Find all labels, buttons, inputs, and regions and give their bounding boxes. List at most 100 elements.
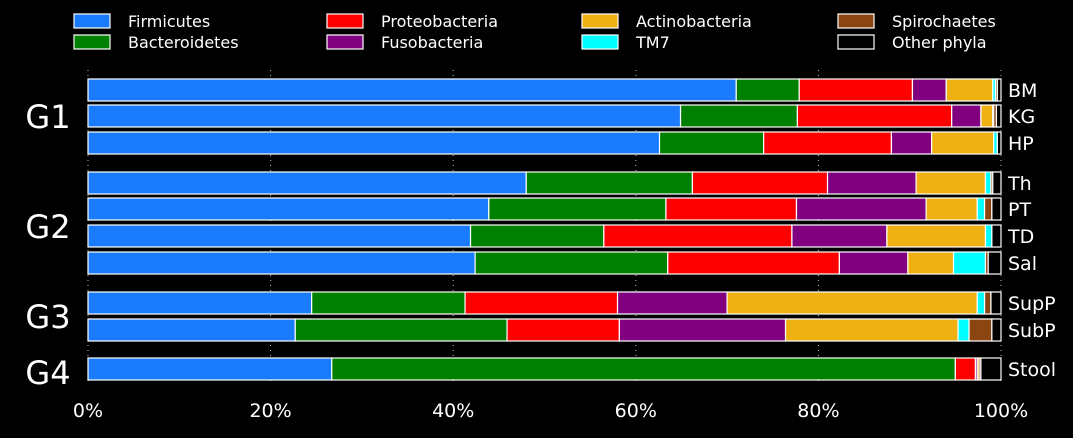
bar-segment-supp-fusobacteria — [616, 291, 728, 315]
bar-segment-supp-actinobacteria — [726, 291, 978, 315]
bar-segment-pt-firmicutes — [87, 197, 490, 221]
legend-item-fusobacteria: Fusobacteria — [326, 33, 483, 52]
legend-label: Bacteroidetes — [128, 33, 239, 52]
row-label-supp: SupP — [1008, 293, 1056, 315]
legend-swatch — [326, 34, 364, 50]
x-tick-label: 80% — [797, 400, 839, 422]
bar-segment-supp-proteobacteria — [464, 291, 619, 315]
legend-item-firmicutes: Firmicutes — [73, 12, 210, 31]
bar-segment-hp-fusobacteria — [890, 131, 933, 155]
legend-item-bacteroidetes: Bacteroidetes — [73, 33, 239, 52]
bar-segment-sal-tm7 — [952, 251, 987, 275]
legend-item-tm7: TM7 — [581, 33, 670, 52]
legend-item-spirochaetes: Spirochaetes — [837, 12, 996, 31]
legend-swatch — [73, 34, 111, 50]
legend-item-other-phyla: Other phyla — [837, 33, 987, 52]
bar-segment-subp-fusobacteria — [618, 318, 787, 342]
bar-segment-td-proteobacteria — [603, 224, 793, 248]
bar-segment-subp-firmicutes — [87, 318, 296, 342]
bar-segment-supp-bacteroidetes — [311, 291, 466, 315]
bar-segment-td-tm7 — [984, 224, 993, 248]
legend-label: Spirochaetes — [892, 12, 996, 31]
bar-segment-subp-bacteroidetes — [294, 318, 508, 342]
bar-segment-sal-firmicutes — [87, 251, 476, 275]
legend-label: Fusobacteria — [381, 33, 483, 52]
bar-segment-th-bacteroidetes — [525, 171, 694, 195]
x-tick-label: 0% — [73, 400, 103, 422]
bar-segment-sal-proteobacteria — [667, 251, 840, 275]
bar-segment-stool-proteobacteria — [954, 357, 977, 381]
bar-segment-kg-actinobacteria — [980, 104, 994, 128]
bar-segment-th-proteobacteria — [691, 171, 829, 195]
bar-segment-bm-fusobacteria — [911, 78, 947, 102]
legend-label: Actinobacteria — [636, 12, 752, 31]
legend-swatch — [837, 34, 875, 50]
bar-segment-td-fusobacteria — [791, 224, 888, 248]
legend-swatch — [326, 13, 364, 29]
x-tick-label: 40% — [432, 400, 474, 422]
bar-segment-supp-spirochaetes — [983, 291, 992, 315]
bar-segment-hp-proteobacteria — [763, 131, 893, 155]
bar-segment-pt-other-phyla — [991, 197, 1002, 221]
bar-segment-pt-tm7 — [976, 197, 986, 221]
bar-segment-bm-firmicutes — [87, 78, 737, 102]
bar-segment-th-fusobacteria — [826, 171, 917, 195]
row-labels: BM KG HP Th PT TD Sal SupP SubP Stool — [1007, 80, 1056, 381]
bar-segment-stool-firmicutes — [87, 357, 333, 381]
row-label-stool: Stool — [1008, 359, 1056, 381]
bars — [87, 78, 1002, 381]
bar-segment-subp-spirochaetes — [968, 318, 993, 342]
row-label-th: Th — [1007, 173, 1032, 195]
x-tick-label: 100% — [974, 400, 1028, 422]
bar-segment-subp-tm7 — [957, 318, 970, 342]
legend: Firmicutes Bacteroidetes Proteobacteria Fus… — [73, 12, 996, 52]
bar-segment-td-firmicutes — [87, 224, 472, 248]
bar-segment-kg-fusobacteria — [951, 104, 982, 128]
x-tick-label: 60% — [615, 400, 657, 422]
group-label-g1: G1 — [25, 98, 70, 136]
bar-segment-th-other-phyla — [992, 171, 1002, 195]
x-tick-labels: 0% 20% 40% 60% 80% 100% — [73, 400, 1028, 422]
group-label-g3: G3 — [25, 298, 70, 336]
bar-segment-pt-proteobacteria — [665, 197, 798, 221]
x-tick-label: 20% — [249, 400, 291, 422]
legend-swatch — [73, 13, 111, 29]
bar-segment-hp-other-phyla — [996, 131, 1002, 155]
bar-segment-kg-proteobacteria — [796, 104, 953, 128]
bar-segment-subp-proteobacteria — [506, 318, 620, 342]
row-label-kg: KG — [1008, 106, 1035, 128]
legend-label: Firmicutes — [128, 12, 210, 31]
bar-segment-sal-actinobacteria — [907, 251, 955, 275]
row-label-td: TD — [1007, 226, 1034, 248]
row-label-sal: Sal — [1008, 253, 1037, 275]
bar-segment-bm-proteobacteria — [798, 78, 914, 102]
bar-segment-pt-actinobacteria — [925, 197, 978, 221]
bar-segment-pt-bacteroidetes — [488, 197, 667, 221]
bar-segment-supp-firmicutes — [87, 291, 313, 315]
legend-swatch — [581, 34, 619, 50]
legend-label: Proteobacteria — [381, 12, 498, 31]
bar-segment-supp-other-phyla — [990, 291, 1002, 315]
bar-segment-kg-firmicutes — [87, 104, 682, 128]
bar-segment-pt-fusobacteria — [795, 197, 927, 221]
group-label-g4: G4 — [25, 354, 70, 392]
row-label-subp: SubP — [1008, 320, 1056, 342]
bar-segment-kg-other-phyla — [995, 104, 1002, 128]
group-label-g2: G2 — [25, 208, 70, 246]
bar-segment-td-actinobacteria — [886, 224, 987, 248]
legend-label: Other phyla — [892, 33, 987, 52]
bar-segment-td-bacteroidetes — [469, 224, 605, 248]
bar-segment-bm-other-phyla — [996, 78, 1002, 102]
bar-segment-subp-other-phyla — [991, 318, 1002, 342]
bar-segment-td-other-phyla — [991, 224, 1002, 248]
legend-label: TM7 — [635, 33, 670, 52]
row-label-pt: PT — [1008, 199, 1031, 221]
bar-segment-hp-bacteroidetes — [658, 131, 765, 155]
bar-segment-th-tm7 — [984, 171, 992, 195]
bar-segment-th-actinobacteria — [915, 171, 987, 195]
legend-item-actinobacteria: Actinobacteria — [581, 12, 752, 31]
bar-segment-bm-actinobacteria — [945, 78, 994, 102]
bar-segment-supp-tm7 — [976, 291, 986, 315]
legend-swatch — [581, 13, 619, 29]
bar-segment-bm-bacteroidetes — [735, 78, 800, 102]
